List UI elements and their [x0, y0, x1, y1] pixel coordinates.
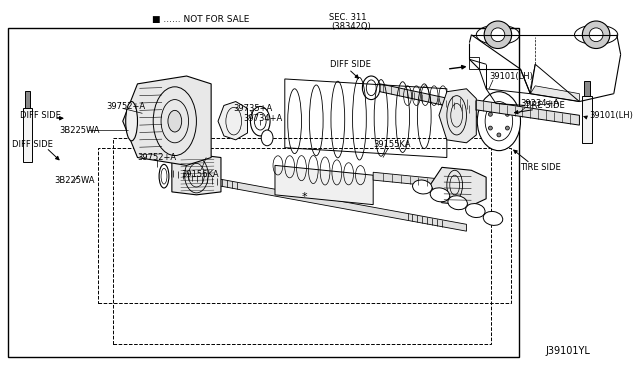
Polygon shape [380, 84, 481, 113]
Bar [98, 148, 511, 303]
Circle shape [488, 112, 492, 116]
Circle shape [497, 133, 501, 137]
Text: 39101(LH): 39101(LH) [589, 111, 633, 120]
Ellipse shape [125, 102, 138, 141]
Bar [582, 96, 592, 143]
Text: TIRE SIDE: TIRE SIDE [524, 101, 565, 110]
Ellipse shape [465, 203, 485, 218]
Ellipse shape [448, 196, 467, 210]
Circle shape [506, 112, 509, 116]
Ellipse shape [477, 92, 520, 151]
Polygon shape [172, 170, 467, 231]
Text: *: * [301, 192, 307, 202]
Text: 39156KA: 39156KA [182, 170, 220, 179]
Circle shape [484, 21, 511, 48]
Polygon shape [218, 102, 248, 140]
Text: 3B225WA: 3B225WA [59, 125, 99, 135]
Circle shape [506, 126, 509, 130]
Bar [584, 81, 590, 96]
Text: 3B225WA: 3B225WA [54, 176, 95, 185]
Circle shape [497, 106, 501, 109]
Polygon shape [275, 166, 373, 205]
Ellipse shape [250, 106, 270, 136]
Text: TIRE SIDE: TIRE SIDE [520, 163, 561, 172]
Ellipse shape [483, 211, 503, 225]
Text: 39752+A: 39752+A [138, 153, 177, 162]
Polygon shape [172, 155, 221, 195]
Text: DIFF SIDE: DIFF SIDE [12, 140, 52, 149]
Polygon shape [447, 96, 579, 125]
Ellipse shape [362, 76, 380, 100]
Polygon shape [439, 89, 476, 143]
Text: (38342Q): (38342Q) [331, 22, 371, 31]
Polygon shape [531, 86, 579, 102]
Text: 39734+A: 39734+A [244, 114, 283, 123]
Text: SEC. 311: SEC. 311 [329, 13, 367, 22]
Circle shape [582, 21, 610, 48]
Text: DIFF SIDE: DIFF SIDE [20, 111, 61, 120]
Text: J39101YL: J39101YL [545, 346, 590, 356]
Circle shape [488, 126, 492, 130]
Ellipse shape [159, 164, 169, 188]
Ellipse shape [413, 180, 432, 194]
Circle shape [589, 28, 603, 42]
Ellipse shape [430, 188, 450, 202]
Bar [24, 91, 31, 108]
Bar [113, 138, 491, 344]
Text: 39735+A: 39735+A [234, 104, 273, 113]
Polygon shape [123, 76, 211, 166]
Polygon shape [474, 102, 511, 127]
Circle shape [491, 28, 505, 42]
Polygon shape [373, 172, 442, 187]
Text: DIFF SIDE: DIFF SIDE [330, 60, 371, 69]
Text: 39234+A: 39234+A [520, 99, 559, 108]
Text: 39101(LH): 39101(LH) [489, 71, 533, 80]
Bar [469, 57, 479, 69]
Text: 39752+A: 39752+A [106, 102, 145, 111]
Text: 39155KA: 39155KA [373, 140, 411, 149]
Bar [22, 108, 33, 163]
Text: ■ ...... NOT FOR SALE: ■ ...... NOT FOR SALE [152, 15, 250, 23]
Ellipse shape [168, 110, 182, 132]
Ellipse shape [261, 130, 273, 146]
Bar [8, 28, 518, 357]
Polygon shape [430, 167, 486, 206]
